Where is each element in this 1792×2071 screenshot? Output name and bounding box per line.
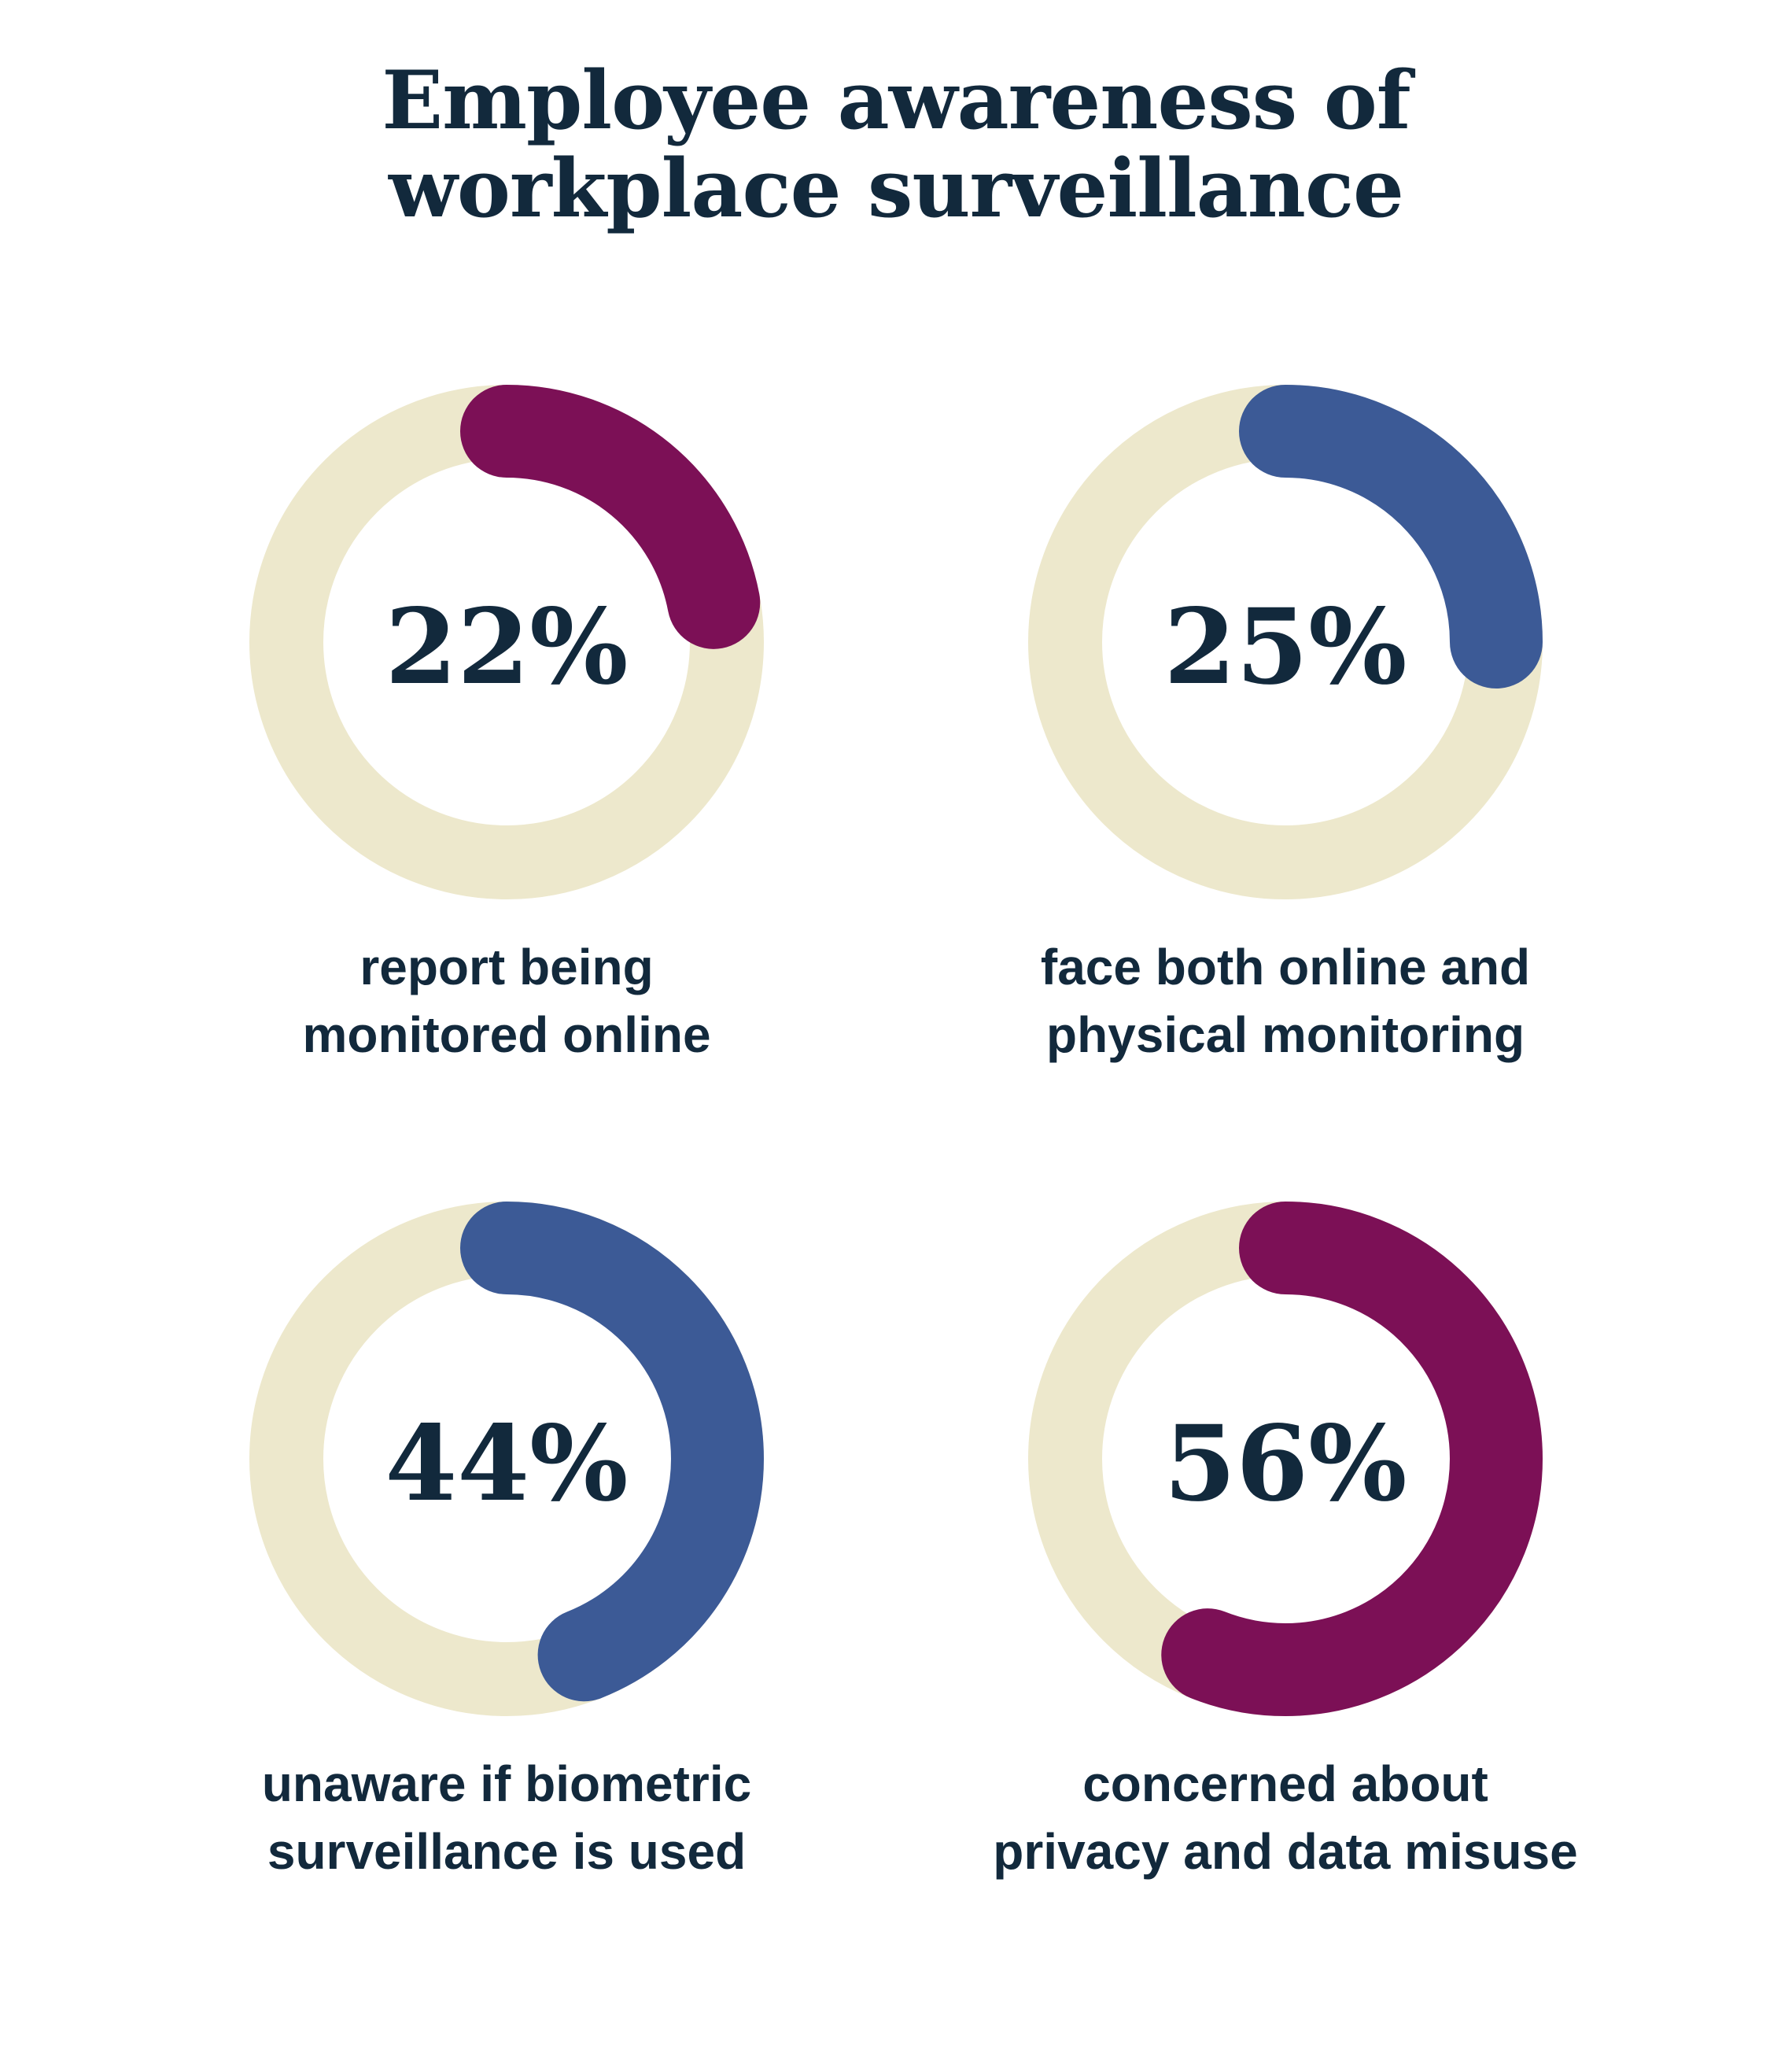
stat-caption: face both online and physical monitoring xyxy=(1041,933,1530,1069)
stat-card-monitored-online: 22% report being monitored online xyxy=(117,382,896,1069)
donut-progress-arc xyxy=(1028,385,1543,899)
page-title: Employee awareness of workplace surveill… xyxy=(0,57,1792,233)
stat-caption-line-1: face both online and xyxy=(1040,939,1531,995)
stat-caption-line-1: concerned about xyxy=(1082,1755,1488,1812)
stat-caption-line-2: physical monitoring xyxy=(1045,1006,1525,1063)
stat-caption-line-2: surveillance is used xyxy=(267,1823,747,1880)
donut-svg xyxy=(249,385,764,899)
stat-caption-line-1: report being xyxy=(360,939,654,995)
donut-progress-arc xyxy=(249,1202,764,1716)
stat-card-biometric-unaware: 44% unaware if biometric surveillance is… xyxy=(117,1199,896,1885)
donut-progress-arc xyxy=(1028,1202,1543,1716)
stat-caption: report being monitored online xyxy=(302,933,710,1069)
stat-caption-line-2: privacy and data misuse xyxy=(993,1823,1578,1880)
page-title-line-2: workplace surveillance xyxy=(389,142,1404,236)
stat-card-privacy-concern: 56% concerned about privacy and data mis… xyxy=(896,1199,1675,1885)
donut-chart: 25% xyxy=(1026,382,1545,902)
page-title-line-1: Employee awareness of xyxy=(382,54,1410,148)
stat-caption: unaware if biometric surveillance is use… xyxy=(262,1750,751,1885)
donut-chart: 56% xyxy=(1026,1199,1545,1718)
stat-caption-line-2: monitored online xyxy=(302,1006,711,1063)
stat-caption: concerned about privacy and data misuse xyxy=(993,1750,1577,1885)
stat-caption-line-1: unaware if biometric xyxy=(261,1755,752,1812)
donut-progress-arc xyxy=(249,385,764,899)
donut-svg xyxy=(1028,385,1543,899)
donut-svg xyxy=(249,1202,764,1716)
stats-grid: 22% report being monitored online 25% fa… xyxy=(117,382,1675,1885)
donut-chart: 22% xyxy=(247,382,766,902)
donut-chart: 44% xyxy=(247,1199,766,1718)
stat-card-online-and-physical: 25% face both online and physical monito… xyxy=(896,382,1675,1069)
donut-svg xyxy=(1028,1202,1543,1716)
